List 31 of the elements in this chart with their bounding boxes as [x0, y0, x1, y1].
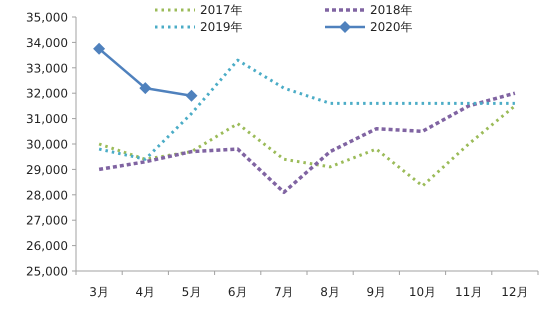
point [139, 82, 152, 94]
x-tick-label: 6月 [228, 285, 248, 299]
y-tick-label: 31,000 [26, 112, 68, 126]
y-tick-label: 32,000 [26, 86, 68, 101]
line-series [98, 104, 516, 188]
point [93, 42, 106, 55]
x-tick-label: 10月 [408, 285, 436, 299]
y-tick-label: 30,000 [26, 138, 68, 152]
y-tick-label: 27,000 [26, 214, 68, 228]
x-tick-label: 8月 [320, 285, 340, 299]
y-tick-label: 25,000 [26, 264, 68, 278]
x-tick-label: 9月 [366, 285, 386, 299]
y-tick-label: 34,000 [26, 36, 68, 50]
x-tick-label: 4月 [135, 285, 156, 299]
y-tick-label: 33,000 [26, 61, 68, 76]
legend-label: 2018年 [370, 3, 413, 17]
y-tick-label: 35,000 [26, 10, 68, 24]
x-tick-label: 12月 [501, 285, 529, 299]
x-tick-label: 7月 [274, 285, 294, 299]
x-tick-label: 5月 [182, 285, 202, 299]
legend-label: 2017年 [200, 3, 243, 17]
line-series [98, 58, 516, 161]
legend-label: 2020年 [370, 20, 413, 34]
y-tick-label: 29,000 [26, 162, 68, 177]
legend-label: 2019年 [200, 20, 243, 34]
x-tick-label: 3月 [89, 285, 109, 299]
y-tick-label: 26,000 [26, 239, 68, 254]
x-tick-label: 11月 [455, 285, 482, 299]
line-series [97, 91, 517, 194]
point [186, 90, 198, 102]
y-tick-label: 28,000 [26, 188, 68, 202]
